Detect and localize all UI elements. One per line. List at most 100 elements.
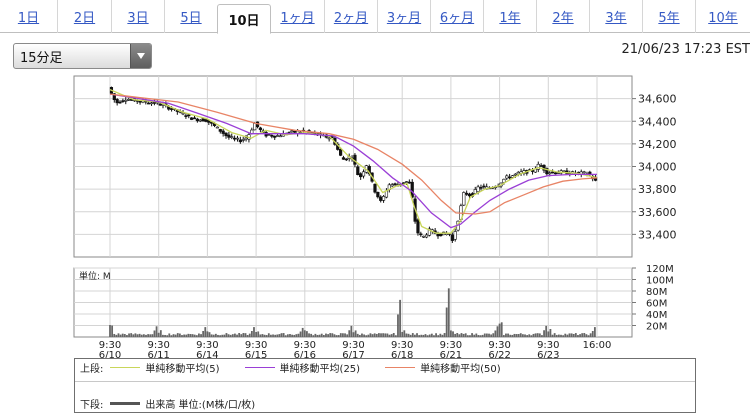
tab-3d[interactable]: 3日 (111, 0, 164, 33)
candle-body (258, 127, 262, 130)
volume-bar (335, 335, 338, 337)
volume-bar (591, 331, 594, 337)
volume-bar (502, 335, 505, 337)
y-tick-label: 34,400 (638, 115, 677, 128)
y-tick-label: 33,800 (638, 183, 677, 196)
volume-bar (492, 333, 495, 337)
tab-2y[interactable]: 2年 (536, 0, 589, 33)
volume-bar (162, 334, 164, 337)
candle-body (241, 139, 245, 141)
volume-bar (433, 335, 435, 337)
volume-bar (238, 333, 241, 337)
volume-bar (314, 333, 317, 337)
tab-2d[interactable]: 2日 (57, 0, 111, 33)
volume-bar (339, 333, 342, 337)
volume-bar (178, 333, 181, 337)
volume-bar (494, 330, 497, 337)
volume-bar (361, 333, 363, 337)
volume-bar (371, 334, 374, 337)
volume-bar (327, 334, 329, 337)
volume-bar (117, 333, 120, 337)
tab-1d[interactable]: 1日 (17, 11, 40, 26)
legend-volume: 出来高 単位:(M株/口/枚) (103, 396, 255, 411)
candle-body (416, 219, 420, 234)
candle-body (127, 99, 131, 101)
volume-bar (367, 334, 370, 337)
volume-bar (422, 334, 425, 337)
volume-bar (354, 330, 357, 337)
ma25-line (109, 93, 597, 229)
x-time-label: 9:30 (488, 340, 510, 351)
volume-tick-label: 60M (646, 299, 667, 310)
volume-bar (123, 334, 126, 337)
volume-bar (545, 325, 548, 337)
volume-bar (214, 333, 217, 337)
tab-3y[interactable]: 3年 (589, 0, 642, 33)
volume-bar (172, 334, 175, 337)
legend-lower-label: 下段: (80, 400, 104, 411)
tab-2m[interactable]: 2ヶ月 (324, 0, 377, 33)
volume-bar (164, 334, 166, 337)
volume-bar (278, 334, 281, 337)
volume-bar (382, 333, 385, 337)
volume-bar (420, 334, 423, 337)
candle-body (582, 171, 586, 174)
volume-bar (498, 323, 501, 337)
legend-divider (75, 381, 695, 382)
volume-bar (318, 334, 321, 337)
candle-body (390, 184, 394, 187)
tab-5y[interactable]: 5年 (642, 0, 695, 33)
tab-10y[interactable]: 10年 (695, 0, 750, 33)
volume-bar (236, 334, 238, 337)
tab-10d[interactable]: 10日 (217, 4, 271, 34)
volume-bar (157, 332, 160, 337)
candle-body (187, 114, 191, 117)
volume-bar (441, 334, 444, 337)
tab-3m[interactable]: 3ヶ月 (377, 0, 430, 33)
volume-bar (217, 334, 219, 337)
x-date-label: 6/21 (440, 350, 462, 358)
volume-bar (229, 334, 232, 337)
volume-bar (265, 335, 268, 337)
volume-bar (257, 331, 260, 337)
volume-bar (384, 333, 387, 337)
candle-body (513, 173, 517, 176)
volume-bar (496, 326, 499, 337)
volume-tick-label: 40M (646, 310, 667, 321)
volume-bar (365, 335, 368, 337)
volume-bar (198, 333, 200, 337)
candle-body (224, 132, 228, 137)
x-time-label: 9:30 (342, 340, 364, 351)
candle-body (376, 192, 380, 198)
tab-5d[interactable]: 5日 (164, 0, 217, 33)
y-tick-label: 34,200 (638, 138, 677, 151)
volume-bar (316, 334, 319, 337)
candle-body (467, 193, 472, 197)
x-date-label: 6/17 (342, 350, 364, 358)
candle-body (327, 137, 331, 140)
x-date-label: 6/11 (147, 350, 169, 358)
volume-bar (181, 335, 183, 337)
x-date-label: 6/18 (391, 350, 413, 358)
tab-6m[interactable]: 6ヶ月 (430, 0, 483, 33)
volume-bar (270, 334, 272, 337)
volume-bar (443, 333, 446, 337)
chevron-down-icon[interactable] (130, 44, 151, 68)
volume-bar (534, 333, 537, 337)
interval-select[interactable]: 15分足 (13, 43, 152, 69)
volume-bar (272, 334, 274, 337)
tab-1y[interactable]: 1年 (483, 0, 536, 33)
volume-bar (261, 334, 264, 337)
volume-bar (183, 334, 186, 337)
candle-body (424, 234, 429, 238)
volume-bar (223, 334, 226, 337)
x-time-label: 9:30 (99, 340, 121, 351)
x-time-label: 9:30 (245, 340, 267, 351)
ma5-swatch (110, 367, 141, 368)
legend-lower-row: 下段: 出来高 単位:(M株/口/枚) (80, 396, 273, 411)
volume-bar (363, 334, 365, 337)
volume-bar (136, 334, 139, 337)
tab-1m[interactable]: 1ヶ月 (280, 11, 315, 26)
volume-bar (322, 335, 325, 337)
volume-bar (416, 333, 418, 337)
